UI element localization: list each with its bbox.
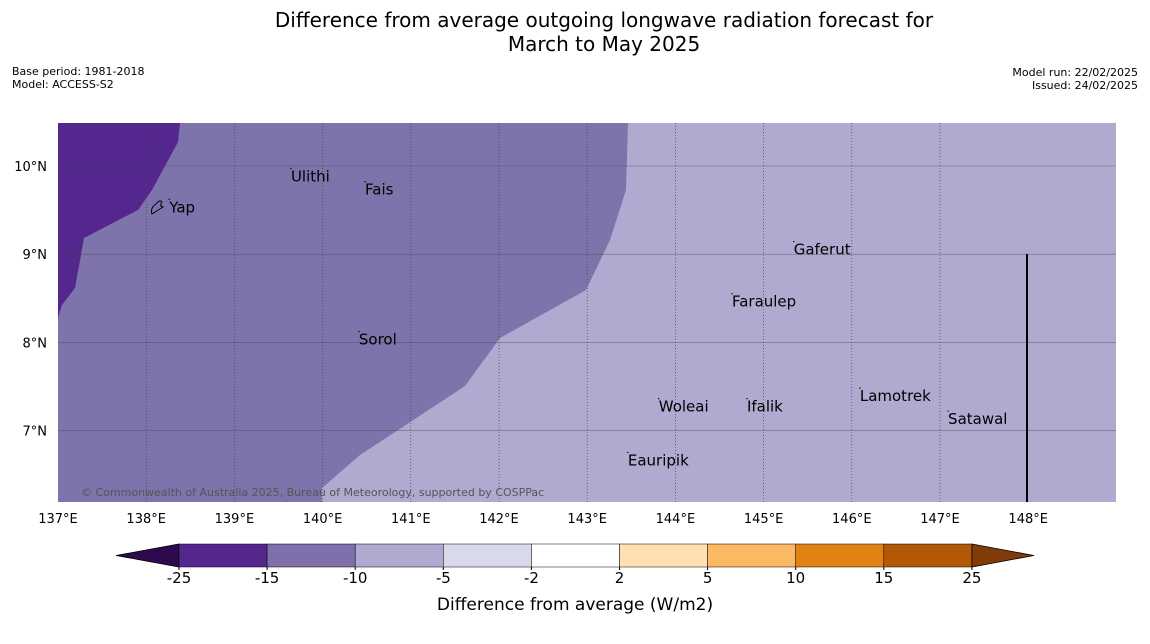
lon-tick-label: 139°E — [215, 512, 255, 527]
copyright-notice: © Commonwealth of Australia 2025, Bureau… — [81, 486, 544, 499]
colorbar-segment — [354, 543, 444, 568]
place-marker — [627, 451, 629, 454]
colorbar-tick-label: 25 — [962, 569, 981, 587]
colorbar: -25 -15 -10 -5 -2 2 5 10 15 25 Difference from av… — [115, 543, 1035, 615]
place-label: Ulithi — [291, 167, 330, 185]
lon-tick-label: 145°E — [744, 512, 784, 527]
colorbar-extend-low — [115, 543, 180, 568]
place-label: Ifalik — [747, 398, 783, 416]
place-marker — [658, 397, 660, 400]
lat-tick-label: 10°N — [14, 160, 47, 175]
lat-tick-label: 7°N — [23, 425, 48, 440]
lon-tick-label: 147°E — [920, 512, 960, 527]
lon-tick-label: 142°E — [479, 512, 519, 527]
place-label: Faraulep — [732, 293, 796, 311]
colorbar-tick-label: 2 — [615, 569, 625, 587]
colorbar-tick-label: -10 — [343, 569, 368, 587]
place-label: Satawal — [948, 410, 1007, 428]
place-marker — [290, 167, 292, 170]
lon-tick-label: 140°E — [303, 512, 343, 527]
colorbar-extend-high — [971, 543, 1035, 568]
lon-tick-label: 148°E — [1008, 512, 1048, 527]
colorbar-tick-label: -15 — [255, 569, 280, 587]
lon-tick-label: 146°E — [832, 512, 872, 527]
lon-tick-label: 144°E — [656, 512, 696, 527]
colorbar-segment — [178, 543, 268, 568]
run-info: Model run: 22/02/2025 Issued: 24/02/2025 — [1012, 66, 1138, 92]
place-marker — [746, 397, 748, 400]
colorbar-tick-label: 15 — [874, 569, 893, 587]
colorbar-segment — [883, 543, 973, 568]
base-period: Base period: 1981-2018 — [12, 65, 145, 78]
latitude-ticks: 10°N 9°N 8°N 7°N — [14, 160, 47, 440]
anomaly-band-medium — [58, 123, 628, 502]
place-marker — [947, 410, 949, 412]
colorbar-segment — [266, 543, 356, 568]
place-marker — [731, 293, 733, 295]
place-marker — [859, 387, 861, 389]
place-label: Woleai — [659, 398, 709, 416]
colorbar-tick-label: -2 — [524, 569, 539, 587]
map-title: Difference from average outgoing longwav… — [0, 8, 1150, 56]
place-label: Fais — [365, 181, 394, 199]
colorbar-title: Difference from average (W/m2) — [437, 595, 713, 615]
longitude-ticks: 137°E 138°E 139°E 140°E 141°E 142°E 143°E 144°E… — [38, 512, 1048, 527]
issued-date: Issued: 24/02/2025 — [1031, 79, 1138, 92]
lon-tick-label: 141°E — [391, 512, 431, 527]
lat-tick-label: 8°N — [23, 336, 48, 351]
place-label: Yap — [168, 198, 195, 216]
graticule — [58, 123, 1116, 502]
place-marker — [358, 330, 360, 333]
place-label: Lamotrek — [860, 387, 931, 405]
model-run: Model run: 22/02/2025 — [1012, 66, 1138, 79]
lon-tick-label: 138°E — [126, 512, 166, 527]
colorbar-segment — [795, 543, 885, 568]
colorbar-tick-label: -5 — [436, 569, 451, 587]
title-line-1: Difference from average outgoing longwav… — [274, 8, 934, 32]
place-label: Sorol — [359, 331, 397, 349]
colorbar-segment — [619, 543, 708, 568]
base-info: Base period: 1981-2018 Model: ACCESS-S2 — [12, 65, 144, 91]
yap-island-outline — [151, 200, 165, 215]
colorbar-segment — [707, 543, 796, 568]
lon-tick-label: 143°E — [567, 512, 607, 527]
colorbar-tick-label: -25 — [167, 569, 192, 587]
lon-tick-label: 137°E — [38, 512, 78, 527]
place-marker — [168, 198, 170, 201]
anomaly-band-dark — [58, 123, 180, 318]
title-line-2: March to May 2025 — [507, 32, 701, 56]
colorbar-segment — [531, 543, 620, 568]
colorbar-tick-label: 5 — [703, 569, 713, 587]
lat-tick-label: 9°N — [23, 248, 48, 263]
place-marker — [793, 240, 795, 243]
model-name: Model: ACCESS-S2 — [12, 78, 114, 91]
place-marker — [364, 180, 366, 183]
colorbar-tick-label: 10 — [786, 569, 805, 587]
place-labels: Yap Ulithi Fais Gaferut Faraulep Sorol Lamotre… — [168, 167, 1007, 469]
colorbar-segment — [443, 543, 532, 568]
place-label: Gaferut — [794, 241, 851, 259]
place-label: Eauripik — [628, 451, 689, 469]
